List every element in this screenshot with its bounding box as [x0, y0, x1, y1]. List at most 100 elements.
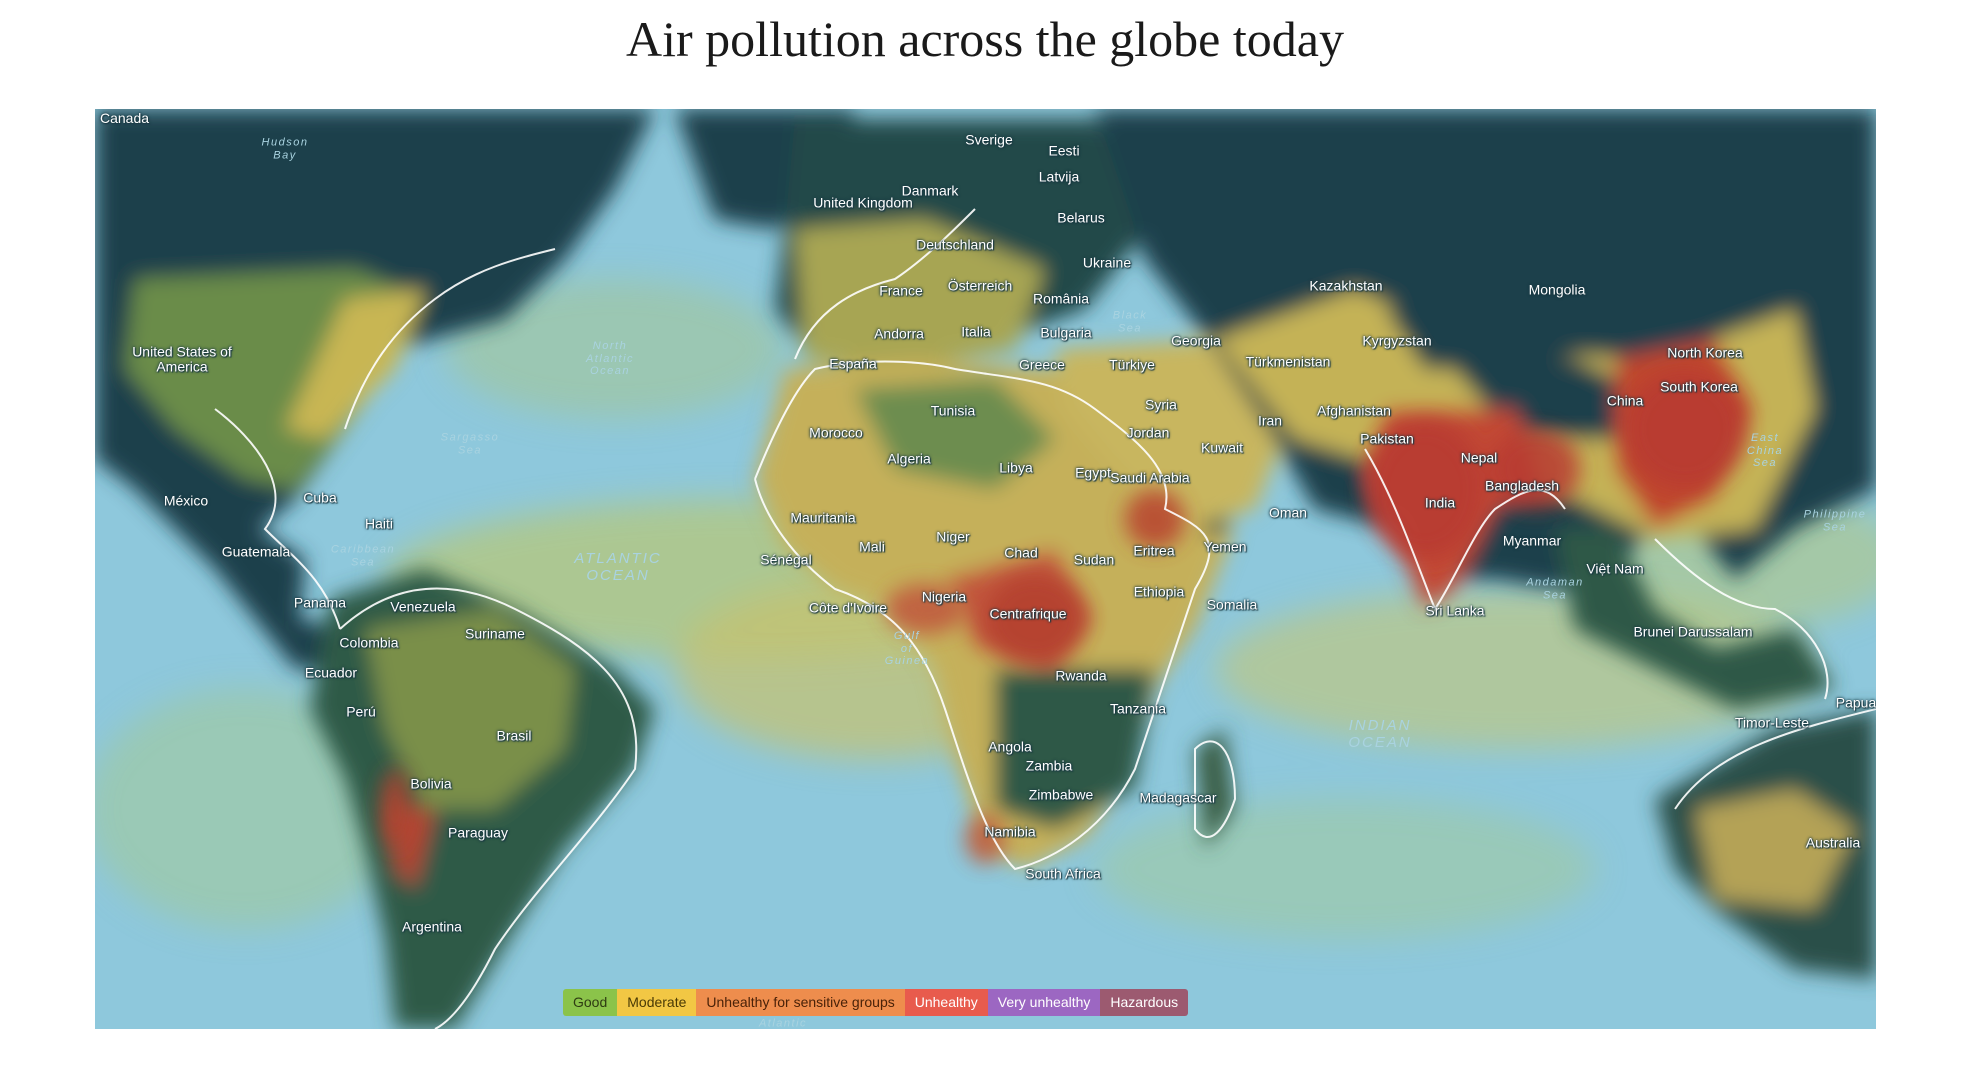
legend-item-very-unhealthy: Very unhealthy [987, 989, 1101, 1016]
country-label: Ecuador [304, 664, 358, 681]
country-label: Greece [1019, 356, 1065, 373]
country-label: Afghanistan [1317, 402, 1391, 419]
country-label: España [829, 355, 877, 372]
country-label: Sri Lanka [1425, 602, 1485, 619]
country-label: Mongolia [1528, 281, 1586, 298]
country-label: Belarus [1057, 209, 1105, 226]
country-label: Andorra [874, 325, 924, 342]
ocean-label: Caribbean Sea [330, 543, 396, 568]
country-label: Sénégal [760, 551, 812, 568]
country-label: Oman [1268, 504, 1308, 521]
country-label: Syria [1145, 396, 1177, 413]
country-label: Bangladesh [1485, 477, 1559, 494]
country-label: Suriname [465, 625, 525, 642]
aqi-legend: Good Moderate Unhealthy for sensitive gr… [563, 989, 1189, 1016]
country-label: Italia [961, 323, 991, 340]
country-label: Australia [1805, 834, 1861, 851]
country-label: Haiti [364, 515, 394, 532]
country-label: Chad [1004, 544, 1038, 561]
country-label: Papua [1835, 694, 1876, 711]
country-label: România [1032, 290, 1090, 307]
country-label: Sverige [965, 131, 1013, 148]
country-label: Panama [293, 594, 347, 611]
country-label: Namibia [984, 823, 1036, 840]
country-label: Paraguay [448, 824, 508, 841]
country-label: Türkiye [1109, 356, 1155, 373]
country-label: Angola [988, 738, 1032, 755]
country-label: Việt Nam [1586, 560, 1644, 577]
ocean-label: INDIAN OCEAN [1348, 716, 1412, 751]
country-label: France [879, 282, 923, 299]
ocean-label: East China Sea [1746, 432, 1784, 470]
country-label: South Korea [1660, 378, 1738, 395]
pollution-hotspots [380, 369, 1745, 864]
country-label: Mali [859, 538, 885, 555]
country-label: Argentina [402, 918, 462, 935]
country-label: Myanmar [1502, 532, 1562, 549]
ocean-label: Gulf of Guinea [884, 630, 930, 668]
country-label: Timor-Leste [1734, 714, 1810, 731]
ocean-label: Andaman Sea [1526, 576, 1584, 601]
country-label: Somalia [1206, 596, 1258, 613]
country-label: Saudi Arabia [1110, 469, 1190, 486]
country-label: United Kingdom [813, 194, 913, 211]
country-label: Guatemala [221, 543, 291, 560]
ocean-label: Black Sea [1112, 309, 1148, 334]
country-label: Nigeria [921, 588, 967, 605]
ocean-label: North Atlantic Ocean [585, 340, 635, 378]
country-label: Ethiopia [1133, 583, 1185, 600]
map-canvas [95, 109, 1876, 1029]
country-label: Pakistan [1360, 430, 1414, 447]
country-label: México [163, 492, 209, 509]
country-label: Brunei Darussalam [1633, 623, 1753, 640]
country-label: Türkmenistan [1245, 353, 1331, 370]
country-label: Colombia [339, 634, 399, 651]
country-label: Danmark [901, 182, 959, 199]
legend-item-hazardous: Hazardous [1100, 989, 1189, 1016]
legend-item-good: Good [563, 989, 618, 1016]
country-label: Latvija [1038, 168, 1080, 185]
country-label: Niger [936, 528, 970, 545]
country-label: South Africa [1025, 865, 1101, 882]
country-label: Centrafrique [989, 605, 1067, 622]
country-label: Mauritania [790, 509, 856, 526]
country-label: Egypt [1075, 464, 1111, 481]
ocean-label: Philippine Sea [1803, 508, 1867, 533]
country-label: Bulgaria [1040, 324, 1092, 341]
country-label: Canada [100, 110, 150, 126]
country-label: Jordan [1126, 424, 1170, 441]
country-label: Eesti [1048, 142, 1080, 159]
country-label: Deutschland [916, 236, 994, 253]
country-label: Eritrea [1133, 542, 1175, 559]
ocean-label: Hudson Bay [261, 136, 309, 161]
country-label: Perú [346, 703, 376, 720]
country-label: Algeria [887, 450, 931, 467]
country-label: Kazakhstan [1309, 277, 1383, 294]
country-label: Nepal [1460, 449, 1498, 466]
country-label: United States of America [132, 343, 232, 374]
country-label: Ukraine [1082, 254, 1132, 271]
country-label: Venezuela [390, 598, 456, 615]
legend-item-unhealthy: Unhealthy [904, 989, 988, 1016]
country-label: Zambia [1025, 757, 1073, 774]
ocean-label: ATLANTIC OCEAN [574, 549, 662, 584]
country-label: Morocco [809, 424, 863, 441]
map-title: Air pollution across the globe today [626, 11, 1344, 67]
country-label: Österreich [947, 277, 1013, 294]
coastlines [214, 208, 1876, 1029]
country-label: Sudan [1073, 551, 1115, 568]
country-label: Libya [999, 459, 1033, 476]
country-label: Côte d'Ivoire [808, 599, 888, 616]
country-label: Brasil [496, 727, 532, 744]
country-label: Madagascar [1139, 789, 1217, 806]
country-label: Tunisia [930, 402, 976, 419]
country-label: Georgia [1171, 332, 1221, 349]
ocean-label: Sargasso Sea [440, 431, 500, 456]
country-label: Bolivia [410, 775, 452, 792]
country-label: Kyrgyzstan [1362, 332, 1432, 349]
country-label: North Korea [1667, 344, 1743, 361]
air-quality-map[interactable]: Hudson Bay North Atlantic Ocean Sargasso… [95, 109, 1876, 1029]
country-label: Iran [1257, 412, 1283, 429]
country-label: Kuwait [1200, 439, 1244, 456]
country-label: Rwanda [1055, 667, 1107, 684]
